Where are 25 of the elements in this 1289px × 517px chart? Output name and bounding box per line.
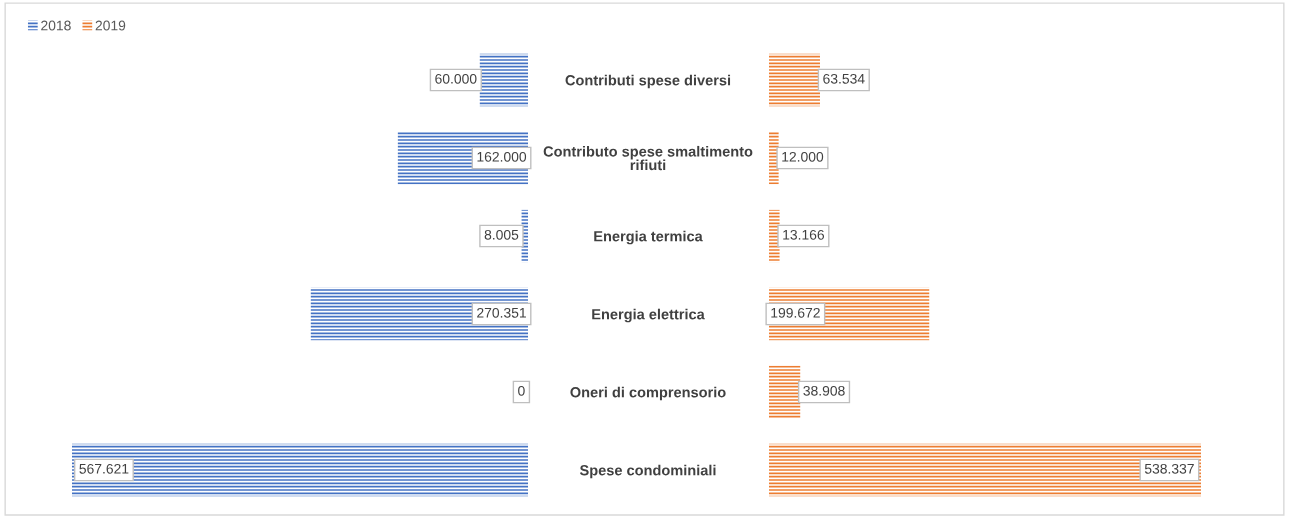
bar — [769, 443, 1201, 497]
legend-label: 2018 — [41, 20, 71, 31]
y-tick-label: Energia termica — [594, 230, 703, 245]
data-label: 199.672 — [771, 307, 820, 318]
y-tick-label: Oneri di comprensorio — [570, 386, 726, 401]
data-label: 567.621 — [79, 463, 129, 474]
bar — [769, 365, 801, 419]
data-label: 12.000 — [782, 151, 824, 162]
data-label: 63.534 — [823, 73, 865, 84]
bar — [769, 53, 820, 107]
data-label: 38.908 — [803, 385, 845, 396]
legend-label: 2019 — [95, 20, 126, 31]
data-label: 8.005 — [484, 229, 519, 240]
y-tick-label: Energia elettrica — [592, 308, 705, 323]
bar — [479, 53, 528, 107]
y-tick-label: Contributo spese smaltimento rifiuti — [543, 145, 753, 171]
data-label: 0 — [518, 385, 525, 396]
data-label: 538.337 — [1144, 463, 1194, 474]
y-tick-label: Spese condominiali — [579, 464, 716, 479]
bar — [72, 443, 528, 497]
data-label: 13.166 — [783, 229, 825, 240]
y-tick-label: Contributi spese diversi — [565, 74, 731, 89]
data-label: 270.351 — [477, 307, 526, 318]
data-label: 60.000 — [435, 73, 477, 84]
data-label: 162.000 — [477, 151, 527, 162]
